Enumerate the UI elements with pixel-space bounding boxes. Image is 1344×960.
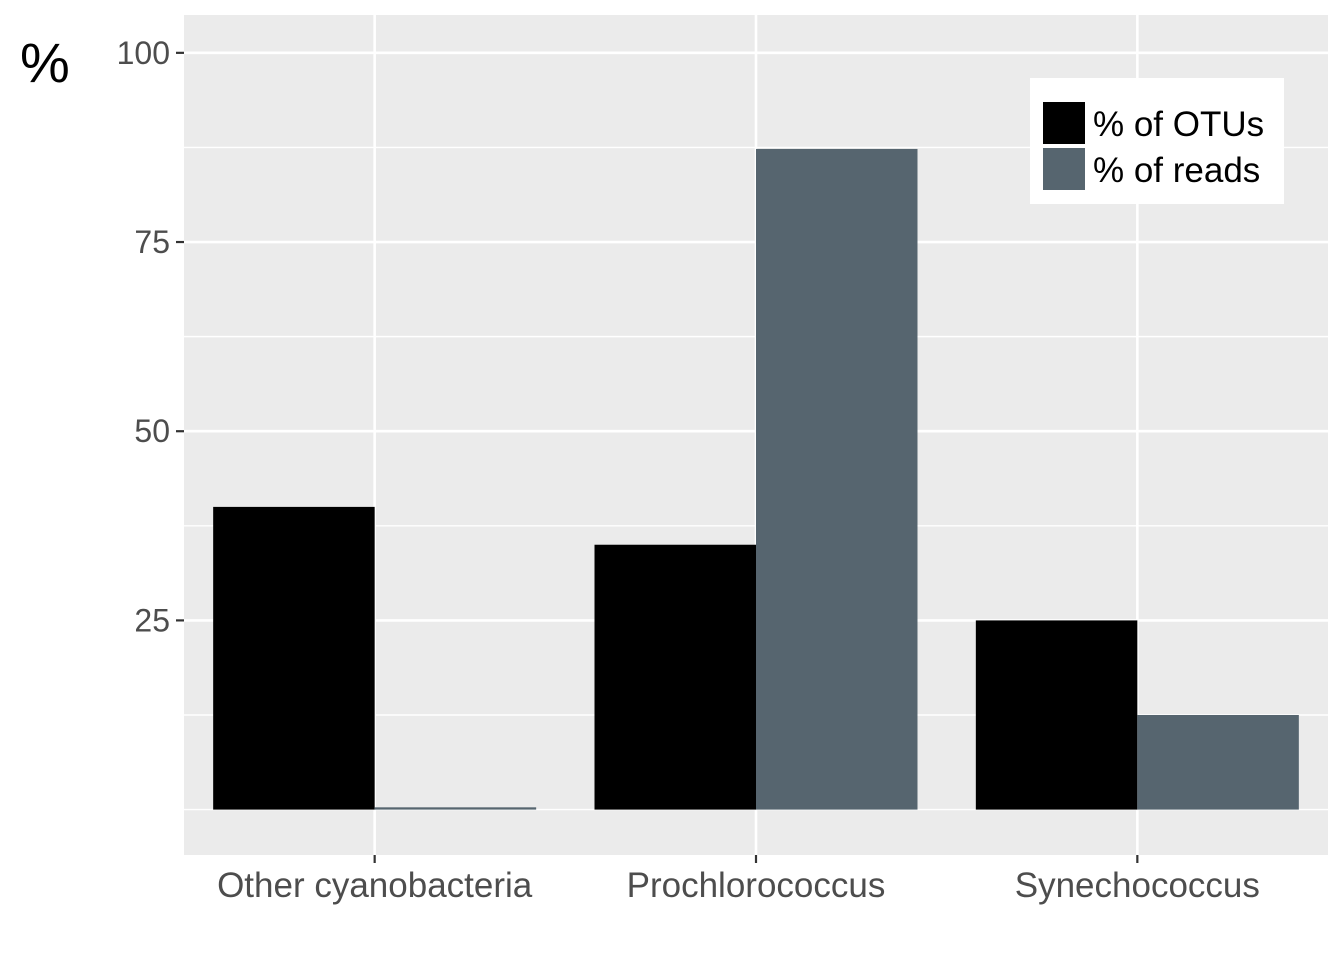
- bars: [213, 148, 1299, 810]
- bar-reads: [1137, 715, 1299, 810]
- y-tick-label: 25: [134, 602, 170, 638]
- y-axis-title: %: [20, 31, 70, 94]
- bar-otus: [975, 620, 1138, 810]
- bar-otus: [594, 544, 756, 810]
- x-tick-label: Other cyanobacteria: [217, 866, 533, 905]
- x-tick-label: Prochlorococcus: [627, 866, 886, 905]
- x-tick-label: Synechococcus: [1015, 866, 1260, 905]
- y-axis: 25 50 75 100: [117, 35, 184, 638]
- bar-otus: [213, 506, 375, 810]
- legend-label-otus: % of OTUs: [1093, 105, 1264, 144]
- y-tick-label: 100: [117, 35, 170, 71]
- legend: % of OTUs % of reads: [1030, 78, 1284, 204]
- bar-reads: [374, 807, 537, 810]
- bar-reads: [756, 148, 918, 810]
- legend-label-reads: % of reads: [1093, 151, 1260, 190]
- x-axis: Other cyanobacteria Prochlorococcus Synech…: [217, 855, 1260, 905]
- y-tick-label: 50: [134, 413, 170, 449]
- legend-key-otus: [1043, 102, 1085, 144]
- y-tick-label: 75: [134, 224, 170, 260]
- legend-key-reads: [1043, 148, 1085, 190]
